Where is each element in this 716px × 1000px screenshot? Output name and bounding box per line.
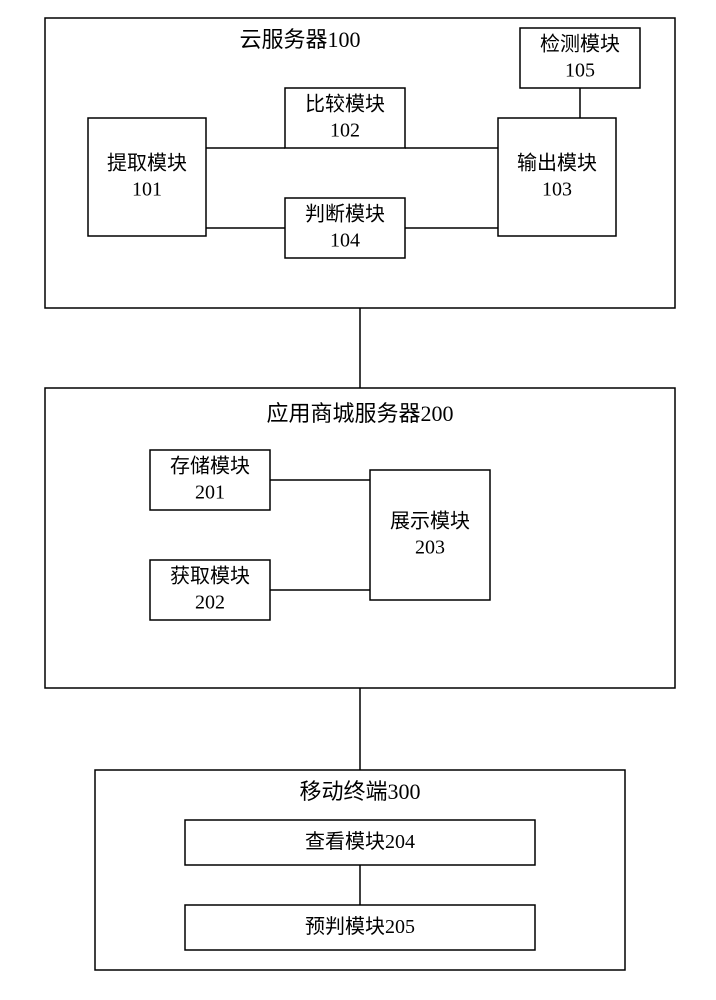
- module-label: 提取模块: [107, 152, 187, 175]
- module-number: 104: [330, 230, 360, 252]
- module-label: 预判模块205: [305, 915, 415, 938]
- module-label: 检测模块: [540, 33, 620, 56]
- module-extract: 提取模块 101: [88, 118, 206, 236]
- container-title: 移动终端300: [299, 779, 420, 804]
- module-display: 展示模块 203: [370, 470, 490, 600]
- module-label: 查看模块204: [305, 830, 415, 853]
- module-view: 查看模块204: [185, 820, 535, 865]
- module-number: 105: [565, 60, 595, 82]
- module-prejudge: 预判模块205: [185, 905, 535, 950]
- module-label: 展示模块: [390, 510, 470, 533]
- module-label: 判断模块: [305, 203, 385, 226]
- container-title: 云服务器100: [239, 27, 360, 52]
- module-number: 103: [542, 179, 572, 201]
- container-appmall: 应用商城服务器200: [45, 388, 675, 688]
- module-detect: 检测模块 105: [520, 28, 640, 88]
- module-label: 获取模块: [170, 565, 250, 588]
- container-title: 应用商城服务器200: [266, 401, 453, 426]
- module-acquire: 获取模块 202: [150, 560, 270, 620]
- module-number: 101: [132, 179, 162, 201]
- module-storage: 存储模块 201: [150, 450, 270, 510]
- module-number: 201: [195, 482, 225, 504]
- module-number: 203: [415, 537, 445, 559]
- module-judge: 判断模块 104: [285, 198, 405, 258]
- module-number: 102: [330, 120, 360, 142]
- module-compare: 比较模块 102: [285, 88, 405, 148]
- module-label: 比较模块: [305, 93, 385, 116]
- module-output: 输出模块 103: [498, 118, 616, 236]
- module-number: 202: [195, 592, 225, 614]
- module-label: 输出模块: [517, 152, 597, 175]
- module-label: 存储模块: [170, 455, 250, 478]
